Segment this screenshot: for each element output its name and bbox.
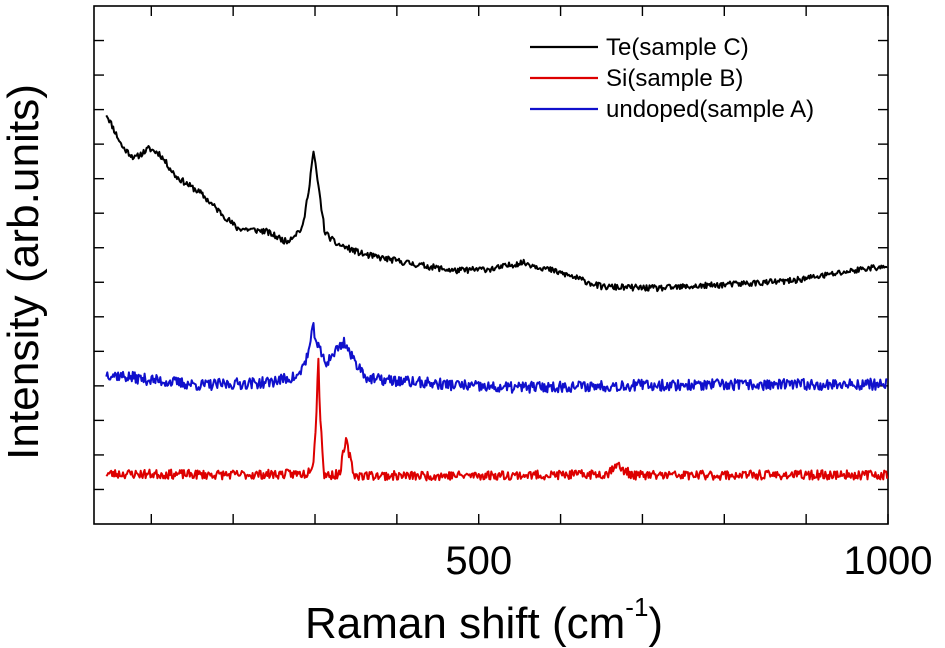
series-layer — [105, 114, 889, 482]
plot-frame — [93, 5, 889, 525]
series-line-3 — [105, 322, 888, 394]
x-tick-label: 500 — [445, 539, 512, 583]
x-axis-title-main: Raman shift (cm — [305, 599, 625, 648]
tick-labels: 500 1000 — [445, 539, 932, 583]
y-axis-title: Intensity (arb.units) — [0, 84, 48, 460]
legend: Te(sample C) Si(sample B) undoped(sample A… — [530, 34, 814, 123]
legend-label-3: undoped(sample A) — [606, 96, 814, 123]
x-axis-title: Raman shift (cm-1) — [305, 592, 663, 648]
series-line-1 — [105, 114, 888, 293]
x-axis-title-sup: -1 — [625, 592, 648, 622]
x-tick-label: 1000 — [844, 539, 933, 583]
axis-ticks — [94, 6, 889, 524]
legend-label-2: Si(sample B) — [606, 65, 743, 92]
series-line-2 — [105, 357, 889, 482]
legend-label-1: Te(sample C) — [606, 34, 749, 61]
x-axis-title-tail: ) — [648, 599, 663, 648]
